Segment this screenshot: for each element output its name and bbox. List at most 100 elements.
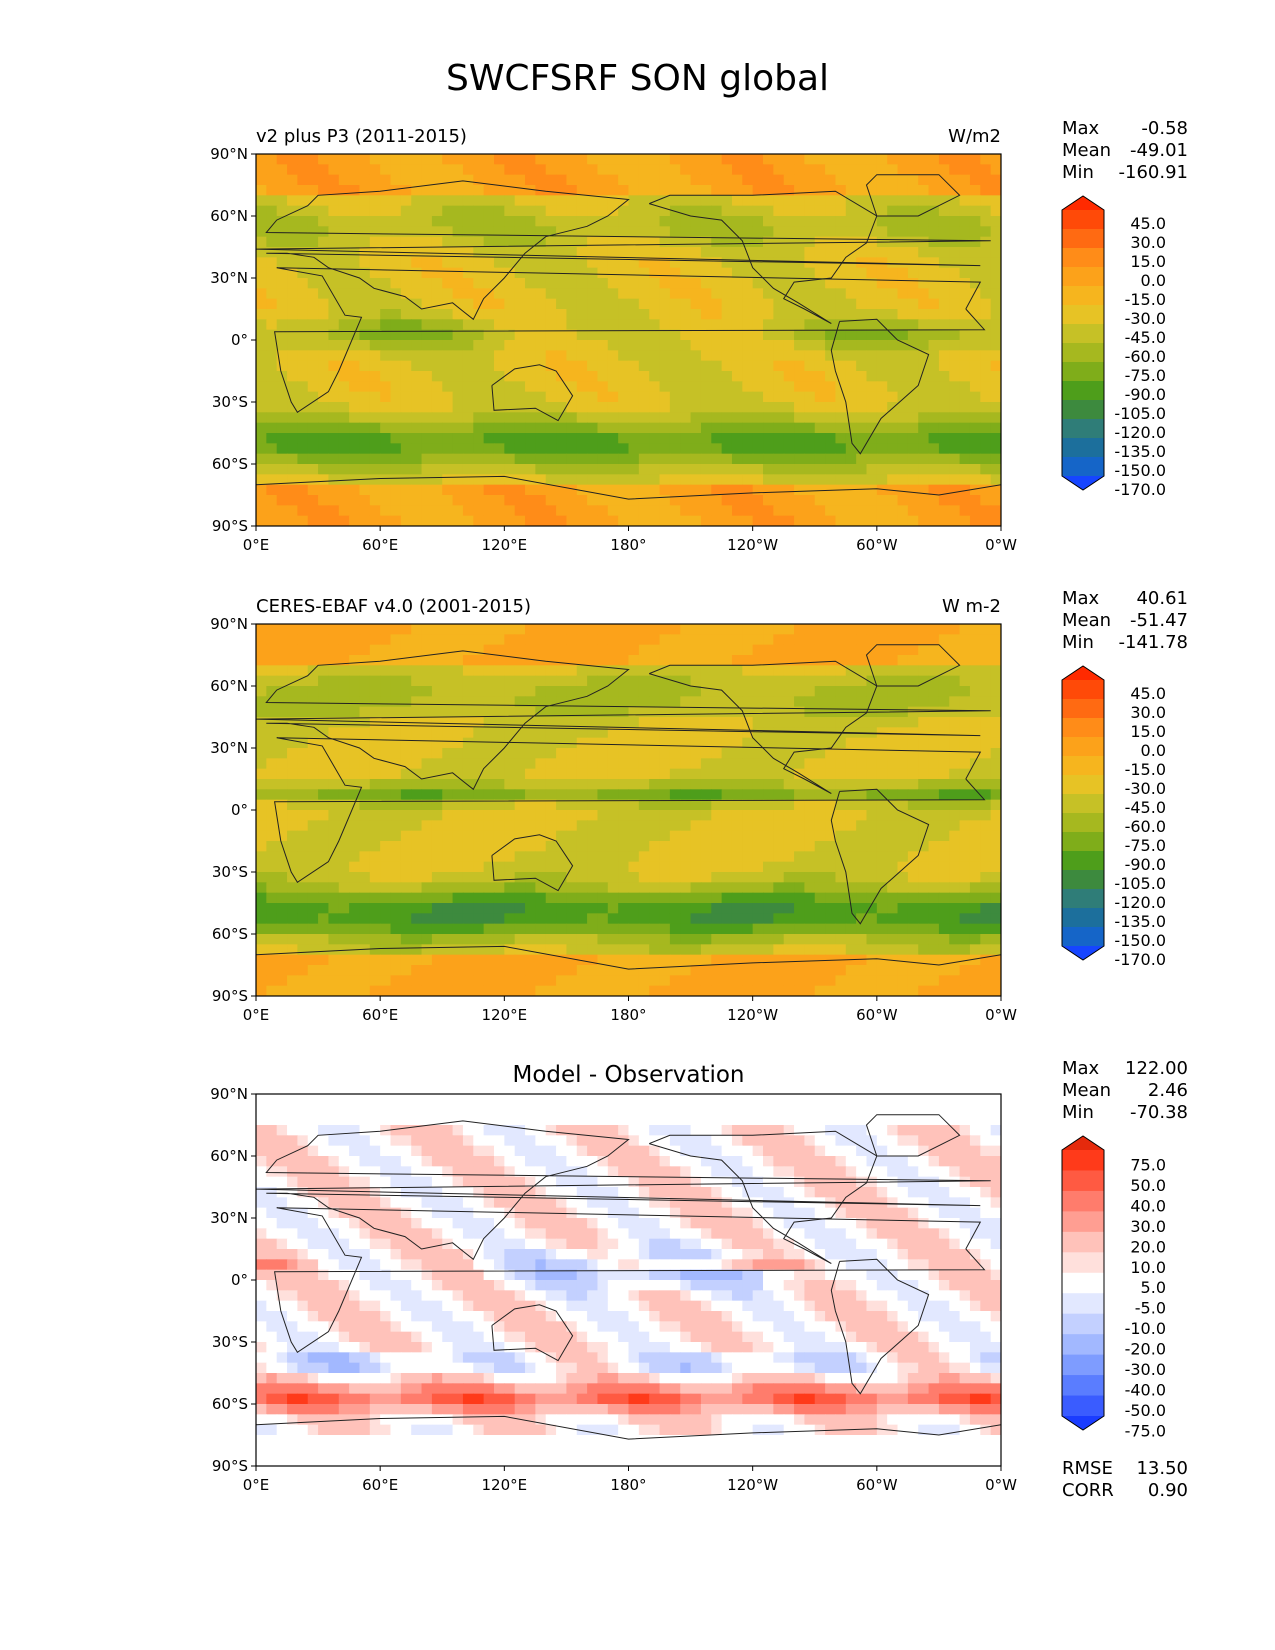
panel-left-title: CERES-EBAF v4.0 (2001-2015) [256,596,531,617]
lon-tick-label: 180° [610,1476,646,1494]
stat-value: 40.61 [1136,588,1188,609]
lon-tick-label: 0°E [243,1006,270,1024]
lon-tick-label: 60°E [362,1476,398,1494]
lat-tick-label: 90°N [210,1085,248,1103]
stat-label: Max [1062,588,1100,609]
stat-value: -51.47 [1130,610,1188,631]
stat-value: -141.78 [1119,632,1188,653]
stat-value: -0.58 [1141,118,1188,139]
colorbar-tick-label: -60.0 [1125,817,1166,836]
lon-tick-label: 120°E [482,536,528,554]
extra-stat-label: RMSE [1062,1458,1113,1479]
colorbar-tick-label: 50.0 [1130,1176,1166,1195]
colorbar-tick-label: -105.0 [1114,874,1166,893]
lon-tick-label: 60°W [856,1006,898,1024]
colorbar-tick-label: 20.0 [1130,1237,1166,1256]
colorbar-tick-label: -5.0 [1135,1299,1166,1318]
lon-tick-label: 0°E [243,536,270,554]
colorbar-tick-label: -20.0 [1125,1340,1166,1359]
colorbar: 75.0 50.040.0 30.020.0 10.05.0 -5.0-10.0 -20.… [1061,1135,1166,1440]
extra-stat-label: CORR [1062,1480,1114,1501]
colorbar-tick-label: 30.0 [1130,703,1166,722]
lon-tick-label: 60°W [856,1476,898,1494]
colorbar-tick-label: -105.0 [1114,404,1166,423]
colorbar-tick-label: -30.0 [1125,1360,1166,1379]
colorbar-tick-label: 45.0 [1130,684,1166,703]
lon-tick-label: 0°W [985,1476,1017,1494]
lat-tick-label: 90°N [210,615,248,633]
lat-tick-label: 0° [231,331,248,349]
colorbar: 45.030.015.00.0-15.0-30.0-45.0-60.0-75.0… [1061,665,1166,969]
lon-tick-label: 60°W [856,536,898,554]
panel-center-title: Model - Observation [512,1062,744,1088]
stat-label: Mean [1062,140,1111,161]
lon-tick-label: 0°W [985,536,1017,554]
colorbar-tick-label: -45.0 [1125,798,1166,817]
stat-value: 2.46 [1148,1080,1188,1101]
colorbar-tick-label: -45.0 [1125,328,1166,347]
colorbar-tick-label: 15.0 [1130,722,1166,741]
colorbar-tick-label: -135.0 [1114,442,1166,461]
stat-label: Min [1062,162,1094,183]
extra-stat-value: 0.90 [1148,1480,1188,1501]
colorbar-tick-label: -75.0 [1125,836,1166,855]
stat-label: Mean [1062,1080,1111,1101]
map-field [256,154,1001,526]
map-panel-1: 90°N 60°N 30°N 0° 30°S 60°S 90°S0°E 60°E 120°E 18… [210,118,1188,554]
lat-tick-label: 0° [231,801,248,819]
colorbar-tick-label: -10.0 [1125,1319,1166,1338]
lon-tick-label: 120°W [727,536,778,554]
panel-units: W/m2 [948,126,1001,147]
lat-tick-label: 90°N [210,145,248,163]
stat-value: 122.00 [1125,1058,1188,1079]
colorbar-tick-label: 75.0 [1130,1155,1166,1174]
stat-label: Max [1062,118,1100,139]
lat-tick-label: 60°N [210,677,248,695]
map-field [256,624,1001,996]
stat-label: Max [1062,1058,1100,1079]
colorbar-tick-label: -15.0 [1125,760,1166,779]
stat-label: Mean [1062,610,1111,631]
colorbar-tick-label: -50.0 [1125,1401,1166,1420]
colorbar-tick-label: -90.0 [1125,385,1166,404]
colorbar-tick-label: -170.0 [1114,480,1166,499]
lon-tick-label: 120°E [482,1476,528,1494]
coastlines [256,174,1001,500]
colorbar-tick-label: 30.0 [1130,233,1166,252]
colorbar-tick-label: -135.0 [1114,912,1166,931]
lat-tick-label: 30°S [212,1333,248,1351]
lon-tick-label: 180° [610,536,646,554]
colorbar-tick-label: 30.0 [1130,1217,1166,1236]
map-panel-2: 90°N 60°N 30°N 0° 30°S 60°S 90°S0°E 60°E 120°E 18… [210,588,1188,1024]
colorbar-tick-label: 0.0 [1141,741,1166,760]
lon-tick-label: 0°W [985,1006,1017,1024]
coastlines [256,644,1001,970]
lat-tick-label: 30°N [210,269,248,287]
lat-tick-label: 30°S [212,393,248,411]
stat-label: Min [1062,632,1094,653]
colorbar-tick-label: 45.0 [1130,214,1166,233]
colorbar-tick-label: -120.0 [1114,893,1166,912]
colorbar-tick-label: -170.0 [1114,950,1166,969]
lat-tick-label: 90°S [212,517,248,535]
colorbar-tick-label: -75.0 [1125,1421,1166,1440]
colorbar-tick-label: -15.0 [1125,290,1166,309]
lat-tick-label: 60°S [212,925,248,943]
colorbar-tick-label: 40.0 [1130,1196,1166,1215]
lon-tick-label: 0°E [243,1476,270,1494]
colorbar-tick-label: -90.0 [1125,855,1166,874]
lat-tick-label: 30°S [212,863,248,881]
stat-label: Min [1062,1102,1094,1123]
coastlines [256,1114,1001,1440]
colorbar-tick-label: -75.0 [1125,366,1166,385]
lon-tick-label: 120°W [727,1476,778,1494]
colorbar-tick-label: -30.0 [1125,779,1166,798]
map-panel-3: 90°N 60°N 30°N 0° 30°S 60°S 90°S0°E 60°E 120°E 18… [210,1058,1188,1501]
lat-tick-label: 30°N [210,739,248,757]
colorbar-tick-label: -60.0 [1125,347,1166,366]
lon-tick-label: 60°E [362,536,398,554]
lat-tick-label: 60°S [212,1395,248,1413]
lat-tick-label: 60°N [210,1147,248,1165]
colorbar-tick-label: -40.0 [1125,1381,1166,1400]
